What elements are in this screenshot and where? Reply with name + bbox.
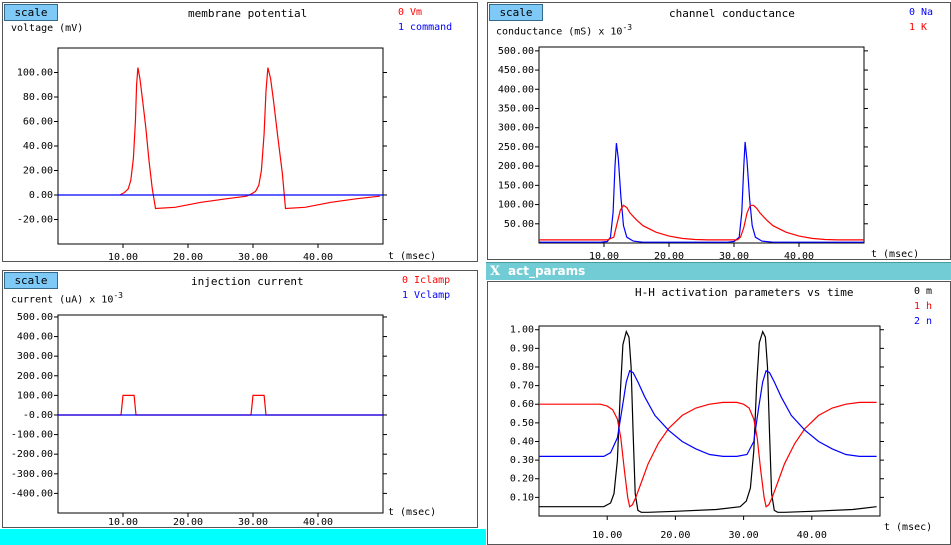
activation-title: H-H activation parameters vs time: [635, 286, 854, 299]
plot-frame: [57, 47, 384, 245]
series-line-h: [539, 401, 877, 508]
y-tick-label: 0.00: [29, 190, 53, 201]
y-tick-label: 0.60: [510, 399, 534, 410]
membrane-potential-panel: scale membrane potential voltage (mV) 0 …: [2, 2, 478, 262]
y-tick-label: 100.00: [17, 68, 53, 79]
membrane-title: membrane potential: [188, 7, 308, 20]
series-line-n: [539, 369, 877, 457]
y-tick-label: 0.90: [510, 343, 534, 354]
y-tick-label: 1.00: [510, 325, 534, 336]
activation-legend-n: 2 n: [914, 316, 933, 327]
y-tick-label: -400.00: [11, 488, 53, 499]
y-tick-label: 150.00: [498, 180, 534, 191]
x-axis-label: t (msec): [388, 251, 436, 262]
injection-legend-vclamp: 1 Vclamp: [402, 290, 451, 301]
series-line-vm: [119, 67, 380, 210]
x-tick-label: 10.00: [592, 530, 622, 541]
conductance-legend-na: 0 Na: [909, 7, 934, 18]
y-tick-label: 0.30: [510, 455, 534, 466]
x-tick-label: 40.00: [303, 517, 333, 528]
x-tick-label: 40.00: [303, 252, 333, 262]
y-tick-label: 450.00: [498, 65, 534, 76]
y-tick-label: -100.00: [11, 430, 53, 441]
y-tick-label: 500.00: [17, 312, 53, 323]
y-tick-label: 60.00: [23, 117, 53, 128]
activation-legend-h: 1 h: [914, 301, 933, 312]
channel-conductance-panel: scale channel conductance conductance (m…: [487, 2, 951, 260]
y-tick-label: 40.00: [23, 141, 53, 152]
y-tick-label: 500.00: [498, 46, 534, 57]
activation-legend-m: 0 m: [914, 286, 933, 297]
activation-parameters-panel: H-H activation parameters vs time 0 m 1 …: [487, 281, 951, 545]
conductance-legend-k: 1 K: [909, 22, 928, 33]
y-tick-label: 50.00: [504, 219, 534, 230]
y-tick-label: -20.00: [17, 215, 53, 226]
y-tick-label: 400.00: [17, 332, 53, 343]
y-tick-label: -0.00: [23, 410, 53, 421]
membrane-scale-button[interactable]: scale: [4, 4, 58, 21]
y-tick-label: 100.00: [17, 390, 53, 401]
x-tick-label: 30.00: [719, 251, 749, 260]
membrane-legend-command: 1 command: [398, 22, 453, 33]
y-tick-label: 300.00: [17, 351, 53, 362]
x-tick-label: 30.00: [238, 252, 268, 262]
y-tick-label: 0.80: [510, 362, 534, 373]
x-tick-label: 10.00: [108, 252, 138, 262]
plot-frame: [538, 325, 881, 517]
y-tick-label: 400.00: [498, 84, 534, 95]
conductance-scale-button[interactable]: scale: [489, 4, 543, 21]
y-tick-label: 200.00: [17, 371, 53, 382]
y-tick-label: 300.00: [498, 123, 534, 134]
y-tick-label: 250.00: [498, 142, 534, 153]
window-title: act_params: [508, 264, 586, 278]
x-axis-label: t (msec): [871, 249, 919, 260]
bottom-strip: [0, 529, 486, 545]
y-tick-label: 0.10: [510, 492, 534, 503]
x-axis-label: t (msec): [884, 522, 932, 533]
y-tick-label: 80.00: [23, 92, 53, 103]
x-tick-label: 40.00: [797, 530, 827, 541]
y-tick-label: 350.00: [498, 103, 534, 114]
plot-frame: [57, 314, 384, 514]
x-tick-label: 20.00: [660, 530, 690, 541]
act-params-titlebar[interactable]: X act_params: [486, 262, 951, 280]
x-window-icon: X: [490, 264, 501, 279]
series-line-k: [539, 204, 864, 241]
x-tick-label: 40.00: [784, 251, 814, 260]
y-tick-label: 200.00: [498, 161, 534, 172]
series-line-iclamp: [58, 394, 383, 416]
x-tick-label: 10.00: [108, 517, 138, 528]
y-tick-label: 0.40: [510, 436, 534, 447]
injection-ylabel: current (uA) x 10-3: [11, 291, 123, 306]
y-tick-label: -300.00: [11, 469, 53, 480]
channel-conductance-chart: 50.00 100.00 150.00 200.00 250.00 300.00 350.0…: [498, 46, 919, 260]
x-tick-label: 20.00: [173, 517, 203, 528]
x-tick-label: 20.00: [654, 251, 684, 260]
y-tick-label: 0.70: [510, 381, 534, 392]
x-tick-label: 10.00: [589, 251, 619, 260]
injection-scale-button[interactable]: scale: [4, 272, 58, 289]
series-line-m: [539, 329, 877, 513]
injection-legend-iclamp: 0 Iclamp: [402, 275, 451, 286]
membrane-ylabel: voltage (mV): [11, 23, 84, 34]
x-tick-label: 30.00: [238, 517, 268, 528]
membrane-potential-chart: -20.00 0.00 20.00 40.00 60.00 80.00 100.00 10.0…: [17, 47, 436, 262]
x-tick-label: 30.00: [729, 530, 759, 541]
injection-current-panel: scale injection current current (uA) x 1…: [2, 270, 478, 528]
injection-current-chart: -400.00 -300.00 -200.00 -100.00 -0.00 100.00 2…: [11, 312, 436, 528]
activation-parameters-chart: 0.10 0.20 0.30 0.40 0.50 0.60 0.70 0.80 0.90 1.00…: [510, 325, 932, 541]
y-tick-label: 20.00: [23, 166, 53, 177]
conductance-title: channel conductance: [669, 7, 795, 20]
y-tick-label: 0.50: [510, 418, 534, 429]
membrane-legend-vm: 0 Vm: [398, 7, 423, 18]
x-axis-label: t (msec): [388, 507, 436, 518]
conductance-ylabel: conductance (mS) x 10-3: [496, 23, 633, 38]
y-tick-label: -200.00: [11, 449, 53, 460]
y-tick-label: 100.00: [498, 200, 534, 211]
injection-title: injection current: [191, 275, 304, 288]
y-tick-label: 0.20: [510, 474, 534, 485]
series-line-na: [539, 141, 864, 243]
x-tick-label: 20.00: [173, 252, 203, 262]
plot-frame: [538, 46, 865, 244]
